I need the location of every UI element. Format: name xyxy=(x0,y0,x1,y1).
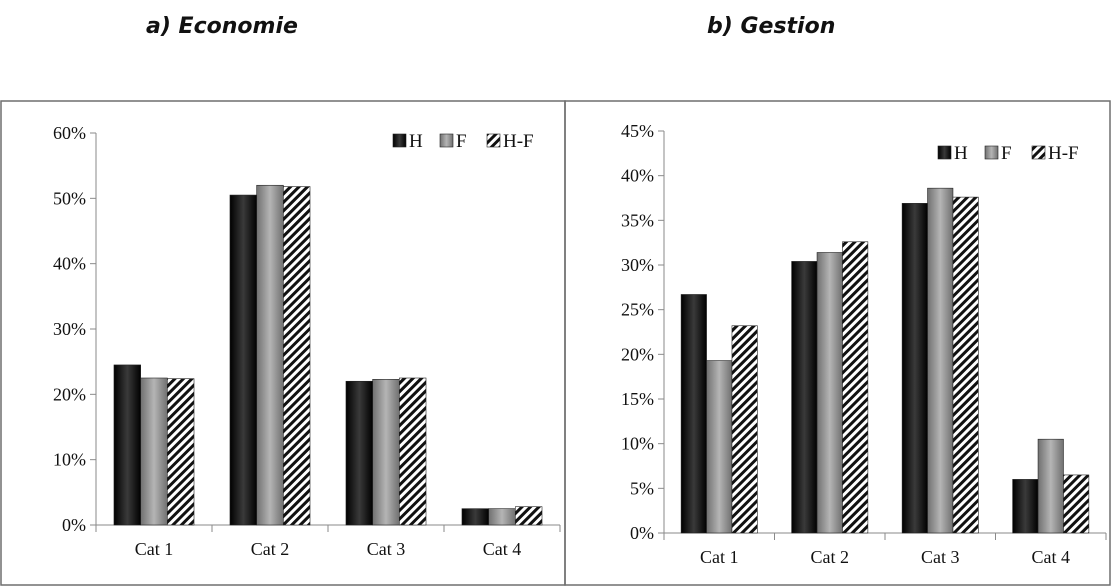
bar-f-cat-1 xyxy=(706,360,733,534)
legend-swatch-h xyxy=(937,145,952,160)
y-tick-label: 40% xyxy=(53,254,86,274)
bar-f-cat-2 xyxy=(816,252,843,534)
y-tick-label: 10% xyxy=(53,450,86,470)
x-tick-label: Cat 2 xyxy=(251,539,290,559)
bar-f-cat-4 xyxy=(1037,438,1064,534)
y-tick-label: 25% xyxy=(621,300,654,320)
x-tick-label: Cat 1 xyxy=(135,539,174,559)
y-tick-label: 40% xyxy=(621,166,654,186)
y-tick-label: 35% xyxy=(621,210,654,230)
bar-h-cat-3 xyxy=(901,203,928,534)
bar-h-f-cat-1 xyxy=(731,325,758,534)
y-tick-label: 0% xyxy=(62,515,86,535)
bar-h-f-cat-3 xyxy=(399,377,427,526)
legend-label-h-f: H-F xyxy=(503,131,534,152)
y-tick-label: 30% xyxy=(621,255,654,275)
legend-swatch-h-f xyxy=(486,133,501,148)
x-tick-label: Cat 2 xyxy=(811,547,850,567)
legend-label-f: F xyxy=(1001,143,1012,164)
y-tick-label: 5% xyxy=(630,478,654,498)
bar-f-cat-2 xyxy=(256,184,284,526)
bar-h-f-cat-1 xyxy=(167,378,195,526)
legend-swatch-h-f xyxy=(1031,145,1046,160)
legend-label-h: H xyxy=(954,143,968,164)
bar-h-cat-2 xyxy=(791,261,818,534)
legend-label-h: H xyxy=(409,131,423,152)
bar-h-cat-4 xyxy=(461,508,489,526)
chart-title-economie: a) Economie xyxy=(146,14,298,39)
y-tick-label: 10% xyxy=(621,434,654,454)
y-tick-label: 30% xyxy=(53,319,86,339)
y-tick-label: 0% xyxy=(630,523,654,543)
legend-swatch-h xyxy=(392,133,407,148)
y-tick-label: 20% xyxy=(621,344,654,364)
bar-h-cat-4 xyxy=(1012,479,1039,534)
y-tick-label: 50% xyxy=(53,188,86,208)
chart-gestion: 0% 5% 10% 15% 20% 25% 30% 35% 40% 45% Cat 1 Cat 2 Ca… xyxy=(621,121,1107,567)
x-tick-label: Cat 1 xyxy=(700,547,739,567)
bar-h-cat-3 xyxy=(345,380,373,526)
y-tick-label: 45% xyxy=(621,121,654,141)
bar-h-cat-1 xyxy=(113,364,141,526)
bar-f-cat-4 xyxy=(488,508,516,526)
bar-f-cat-3 xyxy=(927,187,954,534)
x-tick-label: Cat 3 xyxy=(921,547,960,567)
chart-frame-gestion xyxy=(564,100,1111,586)
x-tick-label: Cat 4 xyxy=(1032,547,1071,567)
x-tick-label: Cat 3 xyxy=(367,539,406,559)
bar-h-cat-1 xyxy=(680,294,707,534)
y-tick-label: 20% xyxy=(53,384,86,404)
bar-f-cat-1 xyxy=(140,377,168,526)
chart-economie: 0% 10% 20% 30% 40% 50% 60% Cat 1 Cat 2 Cat 3 Cat 4… xyxy=(53,123,561,559)
legend-label-f: F xyxy=(456,131,467,152)
bar-h-f-cat-2 xyxy=(842,241,869,534)
legend-swatch-f xyxy=(439,133,454,148)
bar-h-f-cat-4 xyxy=(1063,474,1090,534)
bar-h-f-cat-2 xyxy=(283,186,311,526)
y-tick-label: 15% xyxy=(621,389,654,409)
x-tick-label: Cat 4 xyxy=(483,539,522,559)
bar-f-cat-3 xyxy=(372,379,400,526)
legend-label-h-f: H-F xyxy=(1048,143,1079,164)
bar-h-f-cat-3 xyxy=(952,196,979,534)
chart-title-gestion: b) Gestion xyxy=(707,14,836,39)
bar-h-cat-2 xyxy=(229,194,257,526)
bar-h-f-cat-4 xyxy=(515,506,543,526)
legend-swatch-f xyxy=(984,145,999,160)
y-tick-label: 60% xyxy=(53,123,86,143)
